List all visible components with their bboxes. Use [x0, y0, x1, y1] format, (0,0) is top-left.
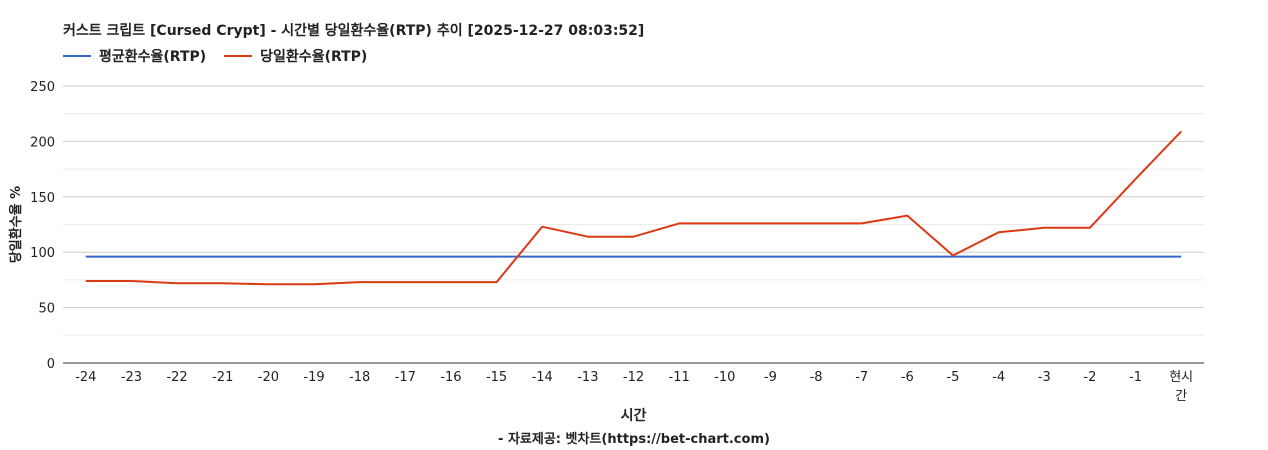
- x-tick-label: -2: [1083, 370, 1096, 385]
- x-tick-label: -10: [714, 370, 735, 385]
- data-point-series-1[interactable]: [859, 220, 865, 226]
- data-point-series-0[interactable]: [1178, 254, 1184, 260]
- x-tick-label: -22: [166, 370, 187, 385]
- chart-title: 커스트 크립트 [Cursed Crypt] - 시간별 당일환수율(RTP) …: [63, 23, 645, 39]
- x-tick-label: 현시: [1169, 370, 1193, 385]
- x-tick-label: -6: [901, 370, 914, 385]
- legend-item-average[interactable]: 평균환수율(RTP): [63, 46, 206, 66]
- x-tick-label: -21: [212, 370, 233, 385]
- y-tick-label: 100: [30, 246, 55, 261]
- x-tick-label: -5: [946, 370, 959, 385]
- x-tick-label-continued: 간: [1175, 389, 1187, 404]
- data-point-series-0[interactable]: [1041, 254, 1047, 260]
- data-point-series-0[interactable]: [722, 254, 728, 260]
- data-point-series-1[interactable]: [722, 220, 728, 226]
- data-point-series-0[interactable]: [174, 254, 180, 260]
- data-point-series-0[interactable]: [585, 254, 591, 260]
- data-source-credit: - 자료제공: 벳차트(https://bet-chart.com): [498, 432, 770, 447]
- data-point-series-0[interactable]: [265, 254, 271, 260]
- y-tick-label: 250: [30, 80, 55, 95]
- data-point-series-1[interactable]: [1133, 176, 1139, 182]
- data-point-series-1[interactable]: [265, 281, 271, 287]
- data-point-series-1[interactable]: [402, 279, 408, 285]
- data-point-series-0[interactable]: [448, 254, 454, 260]
- data-point-series-0[interactable]: [494, 254, 500, 260]
- x-tick-label: -17: [395, 370, 416, 385]
- chart-legend: 평균환수율(RTP) 당일환수율(RTP): [63, 46, 385, 66]
- x-tick-label: -4: [992, 370, 1005, 385]
- data-point-series-1[interactable]: [1178, 128, 1184, 134]
- x-tick-label: -7: [855, 370, 868, 385]
- x-tick-label: -20: [258, 370, 279, 385]
- data-point-series-0[interactable]: [402, 254, 408, 260]
- data-point-series-0[interactable]: [220, 254, 226, 260]
- y-axis-title: 당일환수율 %: [8, 186, 24, 263]
- data-point-series-0[interactable]: [904, 254, 910, 260]
- legend-swatch-daily: [224, 55, 253, 57]
- data-point-series-0[interactable]: [311, 254, 317, 260]
- y-tick-label: 50: [38, 302, 55, 317]
- x-tick-label: -1: [1129, 370, 1142, 385]
- x-tick-label: -12: [623, 370, 644, 385]
- data-point-series-1[interactable]: [767, 220, 773, 226]
- legend-swatch-average: [63, 55, 91, 57]
- x-axis-title: 시간: [621, 407, 647, 424]
- x-tick-label: -3: [1038, 370, 1051, 385]
- data-point-series-1[interactable]: [357, 279, 363, 285]
- data-point-series-0[interactable]: [813, 254, 819, 260]
- x-tick-label: -15: [486, 370, 507, 385]
- data-point-series-1[interactable]: [904, 213, 910, 219]
- x-tick-label: -9: [764, 370, 777, 385]
- y-tick-label: 200: [30, 135, 55, 150]
- data-point-series-0[interactable]: [128, 254, 134, 260]
- x-tick-label: -23: [121, 370, 142, 385]
- data-point-series-1[interactable]: [585, 234, 591, 240]
- data-point-series-0[interactable]: [676, 254, 682, 260]
- data-point-series-1[interactable]: [220, 280, 226, 286]
- data-point-series-0[interactable]: [1133, 254, 1139, 260]
- data-point-series-0[interactable]: [83, 254, 89, 260]
- data-point-series-1[interactable]: [813, 220, 819, 226]
- data-point-series-1[interactable]: [950, 253, 956, 259]
- legend-item-daily[interactable]: 당일환수율(RTP): [224, 46, 367, 66]
- x-tick-label: -14: [532, 370, 553, 385]
- x-tick-label: -11: [669, 370, 690, 385]
- x-tick-label: -18: [349, 370, 370, 385]
- x-tick-label: -13: [577, 370, 598, 385]
- x-tick-label: -16: [440, 370, 461, 385]
- legend-label-daily: 당일환수율(RTP): [260, 49, 368, 65]
- data-point-series-1[interactable]: [1087, 225, 1093, 231]
- series-line-1: [85, 130, 1182, 286]
- y-tick-label: 150: [30, 191, 55, 206]
- data-point-series-0[interactable]: [539, 254, 545, 260]
- data-point-series-0[interactable]: [996, 254, 1002, 260]
- x-tick-label: -19: [303, 370, 324, 385]
- data-point-series-1[interactable]: [996, 229, 1002, 235]
- x-tick-label: -24: [75, 370, 96, 385]
- data-point-series-1[interactable]: [311, 281, 317, 287]
- data-point-series-0[interactable]: [767, 254, 773, 260]
- x-tick-label: -8: [810, 370, 823, 385]
- y-tick-label: 0: [47, 357, 55, 372]
- data-point-series-0[interactable]: [631, 254, 637, 260]
- data-point-series-1[interactable]: [128, 278, 134, 284]
- data-point-series-1[interactable]: [494, 279, 500, 285]
- data-point-series-1[interactable]: [448, 279, 454, 285]
- data-point-series-1[interactable]: [1041, 225, 1047, 231]
- data-point-series-1[interactable]: [174, 280, 180, 286]
- data-point-series-1[interactable]: [539, 224, 545, 230]
- data-point-series-0[interactable]: [1087, 254, 1093, 260]
- data-point-series-1[interactable]: [676, 220, 682, 226]
- legend-label-average: 평균환수율(RTP): [99, 49, 207, 65]
- data-point-series-0[interactable]: [859, 254, 865, 260]
- data-point-series-1[interactable]: [631, 234, 637, 240]
- data-point-series-1[interactable]: [83, 278, 89, 284]
- data-point-series-0[interactable]: [357, 254, 363, 260]
